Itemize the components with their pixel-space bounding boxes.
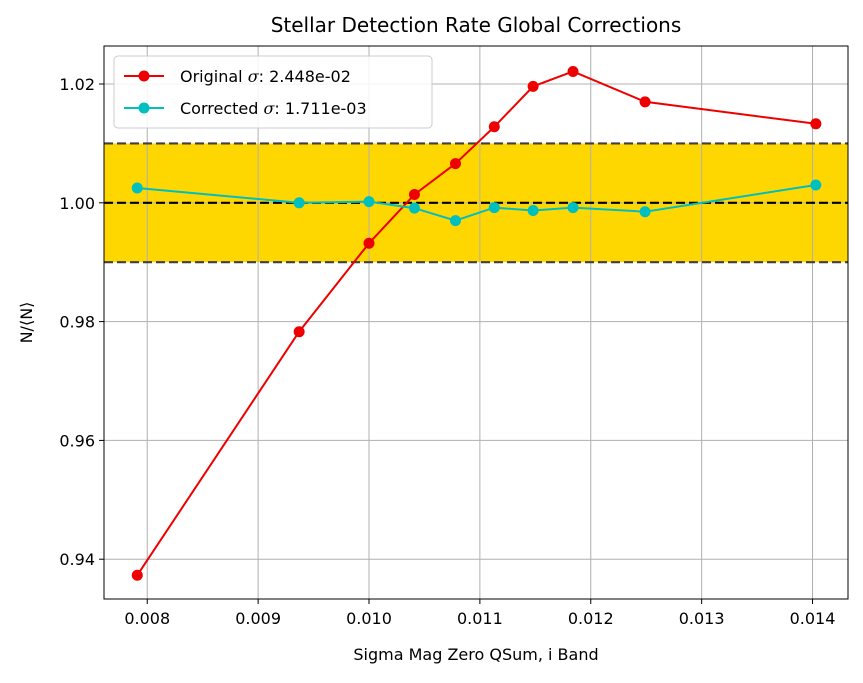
x-tick-label-0: 0.008 <box>124 609 170 628</box>
data-point-1-9 <box>810 179 822 191</box>
legend-label-corrected: Corrected σ: 1.711e-03 <box>180 99 367 118</box>
legend-label-original: Original σ: 2.448e-02 <box>180 67 351 86</box>
y-tick-label-0: 0.94 <box>59 550 95 569</box>
data-point-1-3 <box>408 202 420 214</box>
data-point-0-8 <box>639 96 651 108</box>
legend-marker-corrected <box>138 102 150 114</box>
series-line-0 <box>136 70 816 576</box>
plot-frame <box>103 45 849 600</box>
legend-prefix-original: Original <box>180 67 248 86</box>
data-point-0-6 <box>527 80 539 92</box>
chart-title: Stellar Detection Rate Global Correction… <box>271 13 682 37</box>
data-point-1-0 <box>131 182 143 194</box>
data-point-0-7 <box>567 66 579 78</box>
series-layer <box>131 66 822 581</box>
data-point-0-1 <box>293 326 305 338</box>
legend-suffix-corrected: : 1.711e-03 <box>274 99 366 118</box>
data-point-1-5 <box>488 202 500 214</box>
legend-prefix-corrected: Corrected <box>180 99 263 118</box>
legend-marker-original <box>138 70 150 82</box>
data-point-1-8 <box>639 206 651 218</box>
legend-box <box>113 55 433 129</box>
data-point-1-7 <box>567 202 579 214</box>
ticks-layer: 0.008 0.009 0.010 0.011 0.012 0.013 0.014 0.94 0… <box>59 75 835 628</box>
data-point-0-2 <box>363 237 375 249</box>
data-point-0-5 <box>488 121 500 133</box>
legend-suffix-original: : 2.448e-02 <box>259 67 351 86</box>
data-point-1-6 <box>527 205 539 217</box>
y-tick-label-4: 1.02 <box>59 75 95 94</box>
x-tick-label-1: 0.009 <box>235 609 281 628</box>
series-1 <box>131 179 822 227</box>
legend-symbol-original: σ <box>248 67 260 86</box>
legend-entry-corrected: Corrected σ: 1.711e-03 <box>124 99 367 118</box>
y-tick-label-2: 0.98 <box>59 313 95 332</box>
x-tick-label-5: 0.013 <box>679 609 725 628</box>
data-point-1-2 <box>363 196 375 208</box>
series-line-1 <box>137 184 816 222</box>
legend-entry-original: Original σ: 2.448e-02 <box>124 67 351 86</box>
series-0 <box>131 66 822 581</box>
y-axis-label: N/⟨N⟩ <box>17 302 36 344</box>
x-tick-label-4: 0.012 <box>568 609 614 628</box>
data-point-0-4 <box>449 158 461 170</box>
legend-symbol-corrected: σ <box>263 99 275 118</box>
x-tick-label-6: 0.014 <box>790 609 836 628</box>
legend: Original σ: 2.448e-02 Corrected σ: 1.711… <box>113 55 433 129</box>
y-tick-label-3: 1.00 <box>59 194 95 213</box>
data-point-0-3 <box>408 188 420 200</box>
x-axis-label: Sigma Mag Zero QSum, i Band <box>353 645 598 664</box>
y-tick-label-1: 0.96 <box>59 431 95 450</box>
data-point-0-0 <box>131 569 143 581</box>
data-point-0-9 <box>810 118 822 130</box>
data-point-1-1 <box>293 197 305 209</box>
x-tick-label-3: 0.011 <box>457 609 503 628</box>
x-tick-label-2: 0.010 <box>346 609 392 628</box>
data-point-1-4 <box>449 215 461 227</box>
grid-layer <box>104 46 848 599</box>
